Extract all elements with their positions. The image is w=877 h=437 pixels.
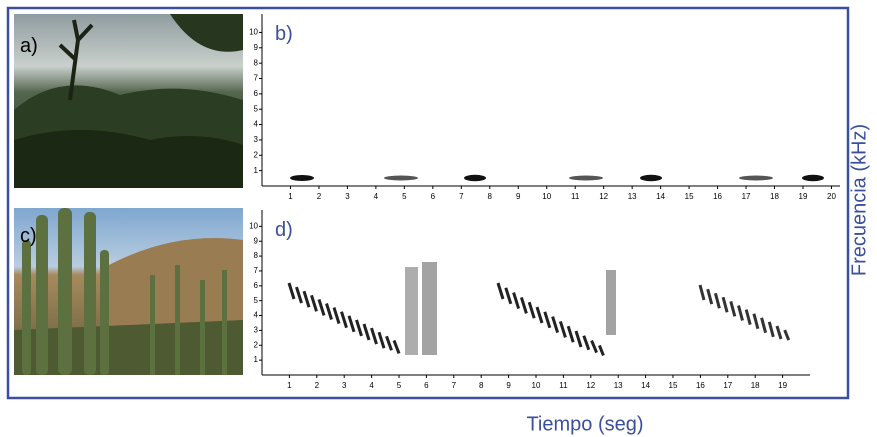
x-tick-label: 12 [599, 192, 608, 201]
y-tick-label: 4 [254, 120, 259, 129]
x-tick-label: 15 [685, 192, 694, 201]
x-tick-label: 2 [315, 381, 320, 390]
y-tick-label: 9 [254, 236, 259, 245]
x-tick-label: 12 [586, 381, 595, 390]
x-tick-label: 8 [488, 192, 493, 201]
x-axis-title: Tiempo (seg) [526, 413, 643, 435]
x-tick-label: 3 [342, 381, 347, 390]
panel-label: b) [275, 23, 293, 45]
x-tick-label: 17 [742, 192, 751, 201]
x-tick-label: 4 [374, 192, 379, 201]
x-tick-label: 5 [397, 381, 402, 390]
y-tick-label: 2 [254, 150, 259, 159]
photo-forest [14, 14, 243, 188]
x-tick-label: 8 [479, 381, 484, 390]
x-tick-label: 19 [799, 192, 808, 201]
x-tick-label: 11 [571, 192, 580, 201]
panel-label: a) [20, 35, 38, 57]
y-tick-label: 10 [249, 221, 258, 230]
y-tick-label: 4 [254, 311, 259, 320]
y-tick-label: 1 [254, 355, 259, 364]
x-tick-label: 14 [656, 192, 665, 201]
x-tick-label: 10 [532, 381, 541, 390]
y-tick-label: 3 [254, 135, 259, 144]
y-tick-label: 5 [254, 104, 259, 113]
y-tick-label: 5 [254, 296, 259, 305]
x-tick-label: 4 [369, 381, 374, 390]
x-tick-label: 6 [431, 192, 436, 201]
x-tick-label: 3 [345, 192, 350, 201]
y-tick-label: 1 [254, 166, 259, 175]
photo-cactus [14, 208, 243, 375]
x-tick-label: 7 [459, 192, 464, 201]
x-tick-label: 20 [827, 192, 836, 201]
x-tick-label: 10 [542, 192, 551, 201]
y-tick-label: 9 [254, 43, 259, 52]
x-tick-label: 9 [506, 381, 511, 390]
x-tick-label: 16 [696, 381, 705, 390]
panel-label: c) [20, 225, 37, 247]
y-tick-label: 8 [254, 251, 259, 260]
x-tick-label: 19 [778, 381, 787, 390]
x-tick-label: 15 [669, 381, 678, 390]
x-tick-label: 13 [614, 381, 623, 390]
frame [6, 6, 850, 400]
x-tick-label: 1 [288, 192, 293, 201]
x-tick-label: 9 [516, 192, 521, 201]
y-tick-label: 3 [254, 326, 259, 335]
x-tick-label: 14 [641, 381, 650, 390]
panel-label: d) [275, 219, 293, 241]
y-tick-label: 7 [254, 266, 259, 275]
x-tick-label: 17 [723, 381, 732, 390]
x-tick-label: 18 [751, 381, 760, 390]
x-tick-label: 13 [628, 192, 637, 201]
x-tick-label: 11 [559, 381, 568, 390]
x-tick-label: 1 [287, 381, 292, 390]
call-blobs [290, 174, 824, 182]
x-tick-label: 7 [452, 381, 457, 390]
song-syllables [287, 262, 791, 356]
y-axis-title: Frecuencia (kHz) [848, 124, 870, 276]
y-tick-label: 10 [249, 28, 258, 37]
x-tick-label: 16 [713, 192, 722, 201]
x-tick-label: 6 [424, 381, 429, 390]
y-tick-label: 2 [254, 340, 259, 349]
x-tick-label: 2 [317, 192, 322, 201]
y-tick-label: 6 [254, 89, 259, 98]
y-tick-label: 7 [254, 74, 259, 83]
x-tick-label: 18 [770, 192, 779, 201]
y-tick-label: 8 [254, 58, 259, 67]
x-tick-label: 5 [402, 192, 407, 201]
y-tick-label: 6 [254, 281, 259, 290]
